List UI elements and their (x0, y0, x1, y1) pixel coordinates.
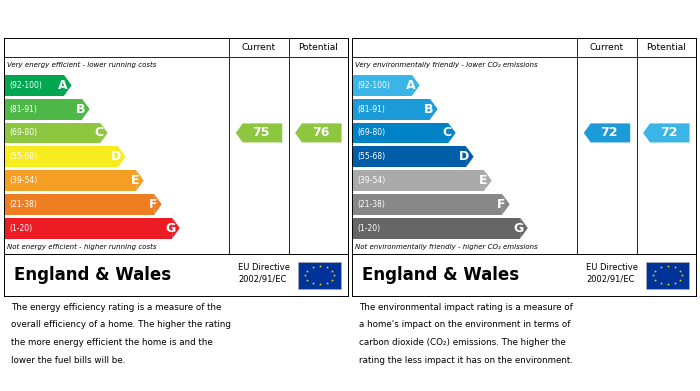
Text: a home's impact on the environment in terms of: a home's impact on the environment in te… (359, 320, 570, 329)
Polygon shape (82, 99, 90, 120)
Text: (21-38): (21-38) (357, 200, 385, 209)
Polygon shape (295, 124, 342, 142)
Text: EU Directive
2002/91/EC: EU Directive 2002/91/EC (238, 263, 290, 283)
Text: 72: 72 (659, 126, 677, 140)
Text: lower the fuel bills will be.: lower the fuel bills will be. (11, 356, 125, 365)
Polygon shape (502, 194, 510, 215)
Text: C: C (94, 126, 104, 140)
Text: E: E (479, 174, 488, 187)
Polygon shape (154, 194, 162, 215)
Text: Current: Current (242, 43, 276, 52)
Polygon shape (172, 218, 180, 239)
Text: D: D (111, 150, 122, 163)
Polygon shape (118, 146, 126, 167)
Polygon shape (100, 122, 108, 143)
Polygon shape (236, 124, 282, 142)
Text: (1-20): (1-20) (357, 224, 380, 233)
Text: Current: Current (590, 43, 624, 52)
Text: The energy efficiency rating is a measure of the: The energy efficiency rating is a measur… (11, 303, 221, 312)
Text: A: A (406, 79, 416, 92)
Text: E: E (131, 174, 139, 187)
Bar (352, 122, 448, 143)
Text: (21-38): (21-38) (9, 200, 37, 209)
Text: Potential: Potential (298, 43, 338, 52)
Text: (1-20): (1-20) (9, 224, 32, 233)
Text: (39-54): (39-54) (357, 176, 386, 185)
Text: England & Wales: England & Wales (363, 266, 519, 284)
Bar (352, 146, 466, 167)
Bar (4, 218, 172, 239)
Polygon shape (64, 75, 71, 96)
Polygon shape (484, 170, 491, 191)
Text: Environmental Impact (CO₂) Rating: Environmental Impact (CO₂) Rating (359, 14, 592, 27)
Text: carbon dioxide (CO₂) emissions. The higher the: carbon dioxide (CO₂) emissions. The high… (359, 338, 566, 347)
Text: Very energy efficient - lower running costs: Very energy efficient - lower running co… (8, 62, 157, 68)
Polygon shape (136, 170, 144, 191)
Text: F: F (149, 198, 158, 211)
Bar (646, 262, 689, 289)
Bar (298, 262, 341, 289)
Bar (352, 218, 520, 239)
Text: Energy Efficiency Rating: Energy Efficiency Rating (11, 14, 174, 27)
Text: overall efficiency of a home. The higher the rating: overall efficiency of a home. The higher… (11, 320, 231, 329)
Bar (352, 170, 484, 191)
Text: Very environmentally friendly - lower CO₂ emissions: Very environmentally friendly - lower CO… (356, 62, 538, 68)
Bar (4, 99, 82, 120)
Text: G: G (165, 222, 176, 235)
Bar (4, 122, 100, 143)
Text: Not energy efficient - higher running costs: Not energy efficient - higher running co… (8, 244, 157, 250)
Text: (55-68): (55-68) (9, 152, 37, 161)
Text: G: G (513, 222, 524, 235)
Text: (69-80): (69-80) (357, 128, 385, 137)
Polygon shape (430, 99, 438, 120)
Text: (39-54): (39-54) (9, 176, 37, 185)
Polygon shape (520, 218, 528, 239)
Polygon shape (584, 124, 630, 142)
Text: 75: 75 (252, 126, 270, 140)
Text: C: C (442, 126, 452, 140)
Text: D: D (459, 150, 470, 163)
Text: F: F (497, 198, 505, 211)
Text: (92-100): (92-100) (357, 81, 390, 90)
Polygon shape (466, 146, 474, 167)
Bar (4, 75, 64, 96)
Bar (352, 99, 430, 120)
Text: (69-80): (69-80) (9, 128, 37, 137)
Bar (4, 146, 118, 167)
Bar (352, 194, 502, 215)
Text: The environmental impact rating is a measure of: The environmental impact rating is a mea… (359, 303, 573, 312)
Polygon shape (412, 75, 419, 96)
Bar (4, 170, 136, 191)
Text: (81-91): (81-91) (357, 105, 385, 114)
Bar (352, 75, 412, 96)
Bar (4, 194, 154, 215)
Text: EU Directive
2002/91/EC: EU Directive 2002/91/EC (586, 263, 638, 283)
Polygon shape (448, 122, 456, 143)
Text: England & Wales: England & Wales (14, 266, 172, 284)
Text: 72: 72 (601, 126, 618, 140)
Text: (55-68): (55-68) (357, 152, 385, 161)
Text: B: B (76, 102, 85, 116)
Text: Potential: Potential (646, 43, 686, 52)
Text: Not environmentally friendly - higher CO₂ emissions: Not environmentally friendly - higher CO… (356, 244, 538, 250)
Text: B: B (424, 102, 433, 116)
Text: rating the less impact it has on the environment.: rating the less impact it has on the env… (359, 356, 573, 365)
Text: 76: 76 (312, 126, 329, 140)
Text: A: A (58, 79, 67, 92)
Text: (92-100): (92-100) (9, 81, 42, 90)
Text: the more energy efficient the home is and the: the more energy efficient the home is an… (11, 338, 213, 347)
Polygon shape (643, 124, 690, 142)
Text: (81-91): (81-91) (9, 105, 37, 114)
